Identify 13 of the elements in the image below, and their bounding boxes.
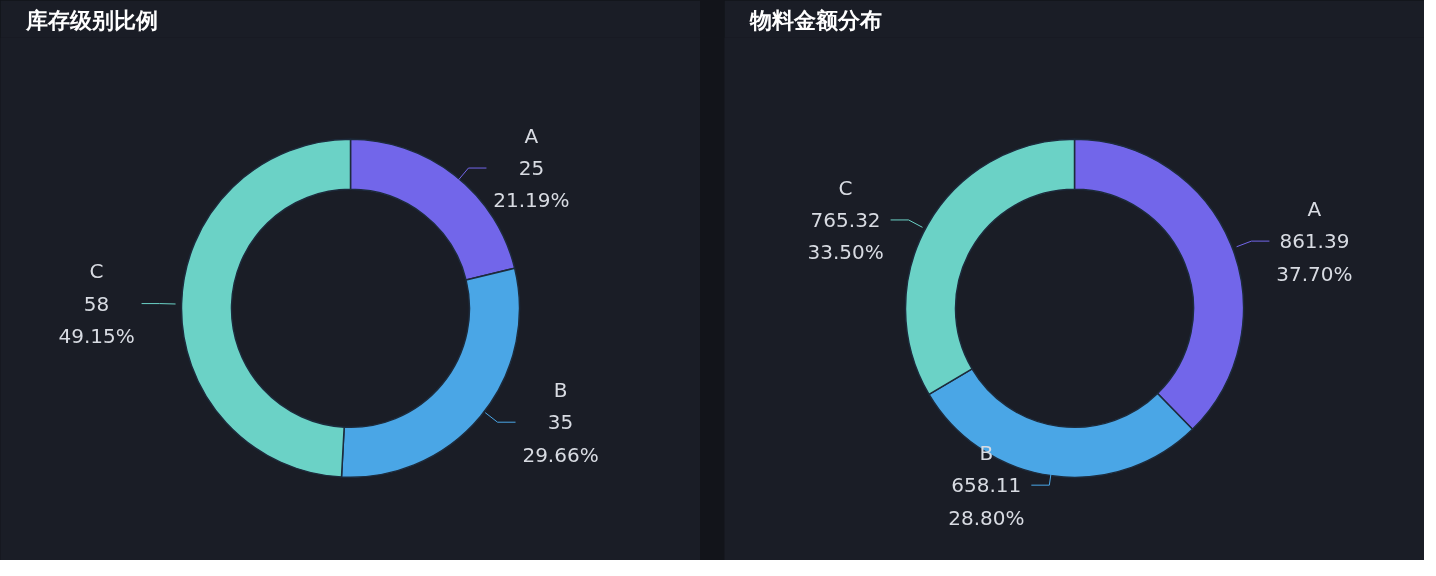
data-label: 35 29.66% (522, 410, 599, 467)
slice-label: A (1307, 196, 1322, 221)
data-label: 861.39 37.70% (1276, 229, 1353, 286)
data-label: 765.32 33.50% (807, 207, 884, 265)
data-label: 658.11 28.80% (948, 473, 1025, 530)
chart-title: 物料金额分布 (748, 7, 882, 33)
data-label: 58 49.15% (58, 291, 135, 348)
slice-label: A (524, 123, 539, 148)
slice-label: C (838, 175, 853, 200)
slice-label: C (89, 259, 104, 284)
data-label: 25 21.19% (493, 156, 570, 213)
slice-label: B (553, 377, 568, 402)
chart-title: 库存级别比例 (24, 7, 158, 33)
